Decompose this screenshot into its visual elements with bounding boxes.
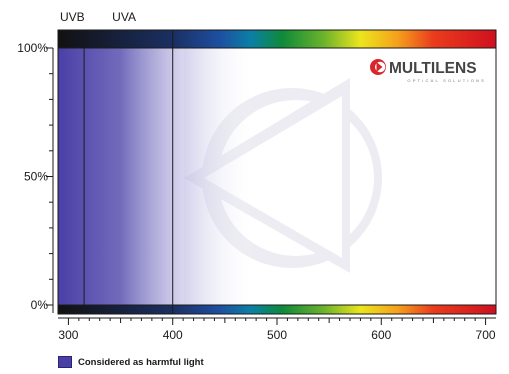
spectrum-bars [58, 30, 496, 314]
legend-label: Considered as harmful light [78, 356, 204, 368]
harmful-region [58, 48, 257, 305]
spectrum-bar-bottom [58, 305, 496, 314]
plot-frame [57, 29, 497, 315]
harmful-band [58, 48, 184, 305]
band-boundaries [83, 30, 174, 314]
logo-tagline: OPTICAL SOLUTIONS [407, 78, 486, 83]
plot-border [57, 29, 497, 315]
y-tick-label: 50% [24, 170, 48, 184]
band-labels: UVB UVA [60, 10, 136, 24]
band-label: UVA [112, 10, 136, 24]
spectrum-bar-top [58, 30, 496, 48]
logo-name: MULTILENS [389, 60, 477, 77]
logo-mark-icon [370, 59, 386, 75]
legend: Considered as harmful light [58, 356, 204, 368]
x-tick-label: 700 [476, 328, 496, 342]
x-tick-label: 300 [58, 328, 78, 342]
y-tick-label: 100% [17, 41, 48, 55]
band-label: UVB [60, 10, 85, 24]
x-axis: 300 400 500 600 700 [58, 317, 496, 342]
y-tick-label: 0% [31, 298, 49, 312]
legend-swatch-harmful [58, 356, 72, 368]
x-tick-label: 500 [267, 328, 287, 342]
logo: MULTILENS OPTICAL SOLUTIONS [370, 59, 486, 83]
x-tick-label: 400 [163, 328, 183, 342]
watermark-triangle-inner [204, 96, 342, 258]
harmful-fade [183, 48, 257, 305]
y-axis: 0% 50% 100% [17, 41, 54, 313]
x-tick-label: 600 [371, 328, 391, 342]
